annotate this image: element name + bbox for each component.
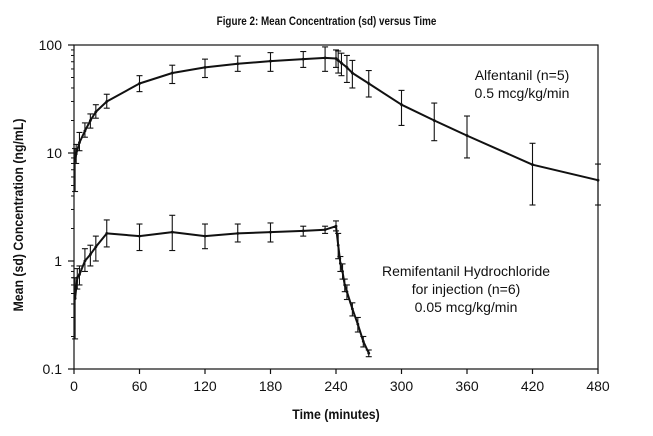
y-axis-label: Mean (sd) Concentration (ng/mL): [10, 118, 26, 312]
x-tick-label: 360: [455, 378, 479, 394]
x-tick-label: 480: [586, 378, 610, 394]
alfentanil-data-point: [269, 59, 272, 63]
remifentanil-data-point: [138, 234, 141, 238]
remifentanil-data-point: [236, 232, 240, 235]
alfentanil-data-point: [432, 119, 436, 122]
alfentanil-data-point: [83, 129, 87, 133]
remifentanil-annotation-line-3: 0.05 mcg/kg/min: [414, 299, 518, 315]
remifentanil-data-point: [367, 351, 371, 355]
remifentanil-data-point: [94, 245, 98, 249]
alfentanil-annotation: Alfentanil (n=5) 0.5 mcg/kg/min: [452, 66, 592, 102]
remifentanil-data-point: [75, 276, 79, 280]
remifentanil-annotation-line-2: for injection (n=6): [411, 281, 521, 297]
y-tick-label: 100: [39, 37, 63, 53]
alfentanil-data-point: [336, 59, 340, 62]
y-tick-label: 0.1: [43, 361, 63, 377]
remifentanil-data-point: [361, 340, 365, 343]
alfentanil-data-point: [350, 71, 354, 75]
alfentanil-data-point: [345, 66, 349, 69]
x-tick-label: 420: [521, 378, 545, 394]
x-axis-label: Time (minutes): [292, 406, 380, 422]
alfentanil-data-point: [78, 141, 81, 144]
alfentanil-data-point: [236, 62, 240, 66]
alfentanil-annotation-line-2: 0.5 mcg/kg/min: [474, 85, 570, 101]
remifentanil-data-point: [301, 229, 305, 233]
alfentanil-data-point: [94, 110, 98, 114]
remifentanil-data-point: [88, 253, 92, 256]
alfentanil-data-point: [105, 100, 109, 103]
alfentanil-data-point: [203, 66, 207, 69]
remifentanil-series-line: [74, 225, 370, 354]
x-tick-label: 240: [324, 378, 348, 394]
remifentanil-data-point: [323, 228, 327, 232]
chart-title: Figure 2: Mean Concentration (sd) versus…: [216, 14, 437, 28]
y-tick-label: 1: [54, 253, 62, 269]
remifentanil-annotation: Remifentanil Hydrochloride for injection…: [356, 262, 576, 316]
remifentanil-annotation-line-1: Remifentanil Hydrochloride: [381, 263, 551, 279]
remifentanil-data-point: [334, 224, 338, 228]
alfentanil-data-point: [334, 57, 338, 60]
alfentanil-data-point: [400, 103, 403, 107]
alfentanil-data-point: [88, 119, 92, 122]
remifentanil-data-point: [350, 307, 354, 311]
x-tick-label: 180: [259, 378, 283, 394]
alfentanil-data-point: [138, 82, 141, 85]
remifentanil-data-point: [83, 259, 87, 263]
remifentanil-data-point: [105, 232, 109, 235]
alfentanil-data-point: [531, 163, 534, 167]
remifentanil-data-point: [269, 230, 272, 234]
alfentanil-data-point: [465, 134, 469, 137]
alfentanil-data-point: [74, 152, 78, 156]
remifentanil-data-point: [203, 234, 207, 238]
remifentanil-data-point: [345, 290, 349, 294]
alfentanil-data-point: [323, 56, 327, 60]
alfentanil-data-point: [340, 61, 343, 65]
alfentanil-data-point: [301, 57, 305, 61]
x-tick-label: 0: [70, 378, 78, 394]
y-tick-label: 10: [46, 145, 62, 161]
x-tick-label: 120: [193, 378, 217, 394]
remifentanil-data-point: [341, 270, 344, 273]
alfentanil-annotation-line-1: Alfentanil (n=5): [474, 67, 570, 83]
remifentanil-data-point: [78, 273, 81, 276]
x-tick-label: 60: [132, 378, 148, 394]
remifentanil-data-point: [356, 322, 360, 326]
alfentanil-data-point: [596, 178, 600, 182]
alfentanil-data-point: [367, 82, 371, 85]
alfentanil-data-point: [170, 71, 174, 75]
x-tick-label: 300: [390, 378, 414, 394]
remifentanil-data-point: [336, 243, 340, 247]
remifentanil-data-point: [170, 230, 174, 234]
remifentanil-data-point: [73, 297, 77, 300]
